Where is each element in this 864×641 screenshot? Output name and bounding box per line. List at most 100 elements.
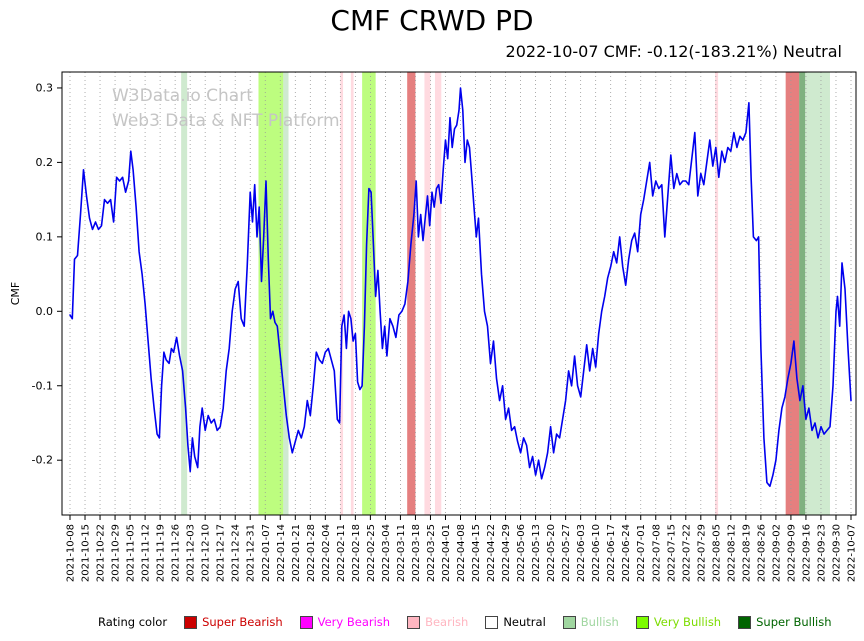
legend-item-neutral: Neutral	[485, 615, 546, 629]
x-tick-label: 2022-07-29	[696, 524, 707, 582]
legend-label-super-bullish: Super Bullish	[756, 615, 832, 629]
x-tick-label: 2021-12-31	[246, 524, 257, 582]
legend-item-bearish: Bearish	[407, 615, 468, 629]
y-tick-label: 0.0	[36, 305, 54, 318]
x-tick-label: 2021-10-29	[111, 524, 122, 582]
y-axis-label: CMF	[9, 282, 22, 306]
plot-frame	[61, 71, 857, 516]
rating-band-bullish	[805, 72, 830, 515]
x-tick-label: 2022-09-30	[831, 524, 842, 582]
legend-item-super-bullish: Super Bullish	[738, 615, 832, 629]
x-tick-label: 2022-06-17	[606, 524, 617, 582]
x-axis: 2021-10-08 2021-10-15 2021-10-22 2021-10-29…	[66, 515, 858, 582]
x-tick-label: 2022-08-12	[726, 524, 737, 582]
legend-swatch-bearish	[407, 615, 421, 629]
x-tick-label: 2022-06-10	[591, 524, 602, 582]
y-axis: 0.3 0.2 0.1 0.0 -0.1 -0.2	[32, 81, 62, 467]
x-tick-label: 2022-09-16	[801, 524, 812, 582]
cmf-line-series	[69, 87, 852, 488]
x-tick-label: 2022-02-04	[321, 524, 332, 582]
legend-label-super-bearish: Super Bearish	[202, 615, 283, 629]
x-tick-label: 2022-09-23	[816, 524, 827, 582]
legend-item-very-bearish: Very Bearish	[299, 615, 391, 629]
x-tick-label: 2022-06-24	[621, 524, 632, 582]
x-tick-label: 2021-11-19	[156, 524, 167, 582]
y-tick-label: 0.1	[36, 230, 54, 243]
x-tick-label: 2022-06-03	[576, 524, 587, 582]
legend-label-very-bearish: Very Bearish	[317, 615, 391, 629]
x-tick-label: 2022-08-05	[711, 524, 722, 582]
rating-band-super-bearish	[785, 72, 800, 515]
x-tick-label: 2021-11-05	[126, 524, 137, 582]
legend-label-very-bullish: Very Bullish	[653, 615, 722, 629]
x-tick-label: 2022-03-11	[396, 524, 407, 582]
x-tick-label: 2022-09-09	[786, 524, 797, 582]
x-tick-label: 2022-05-06	[516, 524, 527, 582]
y-tick-label: 0.2	[36, 156, 54, 169]
rating-band-bearish	[424, 72, 431, 515]
legend-label-neutral: Neutral	[503, 615, 546, 629]
legend-swatch-super-bearish	[184, 615, 198, 629]
x-tick-label: 2022-02-18	[351, 524, 362, 582]
y-tick-label: -0.1	[32, 379, 53, 392]
x-tick-label: 2022-08-19	[741, 524, 752, 582]
legend-swatch-very-bullish	[635, 615, 649, 629]
x-tick-label: 2022-01-21	[291, 524, 302, 582]
rating-band-bearish	[434, 72, 442, 515]
x-tick-label: 2021-11-12	[141, 524, 152, 582]
x-tick-label: 2022-03-04	[381, 524, 392, 582]
x-tick-label: 2021-11-26	[171, 524, 182, 582]
x-tick-label: 2022-02-11	[336, 524, 347, 582]
y-tick-label: -0.2	[32, 454, 53, 467]
x-tick-label: 2022-07-22	[681, 524, 692, 582]
legend-swatch-very-bearish	[299, 615, 313, 629]
legend-label-bullish: Bullish	[580, 615, 619, 629]
legend-swatch-super-bullish	[738, 615, 752, 629]
x-tick-label: 2022-10-07	[847, 524, 858, 582]
legend-item-very-bullish: Very Bullish	[635, 615, 722, 629]
x-tick-label: 2022-04-08	[456, 524, 467, 582]
x-tick-label: 2022-01-28	[306, 524, 317, 582]
x-tick-label: 2021-12-10	[201, 524, 212, 582]
chart-subtitle: 2022-10-07 CMF: -0.12(-183.21%) Neutral	[505, 42, 842, 61]
x-tick-label: 2022-02-25	[366, 524, 377, 582]
x-tick-label: 2022-03-25	[426, 524, 437, 582]
x-tick-label: 2022-04-22	[486, 524, 497, 582]
rating-band-bullish	[181, 72, 188, 515]
x-tick-label: 2021-12-03	[186, 524, 197, 582]
legend-swatch-neutral	[485, 615, 499, 629]
rating-band-very-bullish	[258, 72, 284, 515]
x-tick-label: 2022-04-15	[471, 524, 482, 582]
rating-band-bearish	[350, 72, 354, 515]
x-tick-label: 2021-10-15	[81, 524, 92, 582]
x-tick-label: 2021-12-17	[216, 524, 227, 582]
x-tick-label: 2022-08-26	[756, 524, 767, 582]
rating-band-bullish	[283, 72, 289, 515]
rating-legend: Rating color Super Bearish Very Bearish Be…	[98, 615, 832, 629]
rating-band-super-bullish	[799, 72, 806, 515]
x-tick-label: 2021-10-22	[96, 524, 107, 582]
x-tick-label: 2022-07-01	[636, 524, 647, 582]
rating-bands	[181, 72, 830, 515]
y-tick-label: 0.3	[36, 81, 54, 94]
legend-label-bearish: Bearish	[425, 615, 469, 629]
x-tick-label: 2022-01-07	[261, 524, 272, 582]
rating-band-very-bullish	[362, 72, 376, 515]
legend-item-super-bearish: Super Bearish	[184, 615, 283, 629]
chart-title: CMF CRWD PD	[330, 4, 534, 37]
legend-title: Rating color	[98, 615, 168, 629]
legend-item-bullish: Bullish	[562, 615, 619, 629]
x-tick-label: 2022-07-15	[666, 524, 677, 582]
rating-band-bearish	[715, 72, 719, 515]
legend-swatch-bullish	[562, 615, 576, 629]
x-tick-label: 2022-05-13	[531, 524, 542, 582]
x-tick-label: 2021-12-24	[231, 524, 242, 582]
x-tick-label: 2022-04-29	[501, 524, 512, 582]
x-tick-label: 2022-04-01	[441, 524, 452, 582]
rating-band-super-bearish	[407, 72, 416, 515]
x-tick-label: 2022-09-02	[771, 524, 782, 582]
rating-band-bearish	[340, 72, 344, 515]
x-tick-label: 2022-01-14	[276, 524, 287, 582]
